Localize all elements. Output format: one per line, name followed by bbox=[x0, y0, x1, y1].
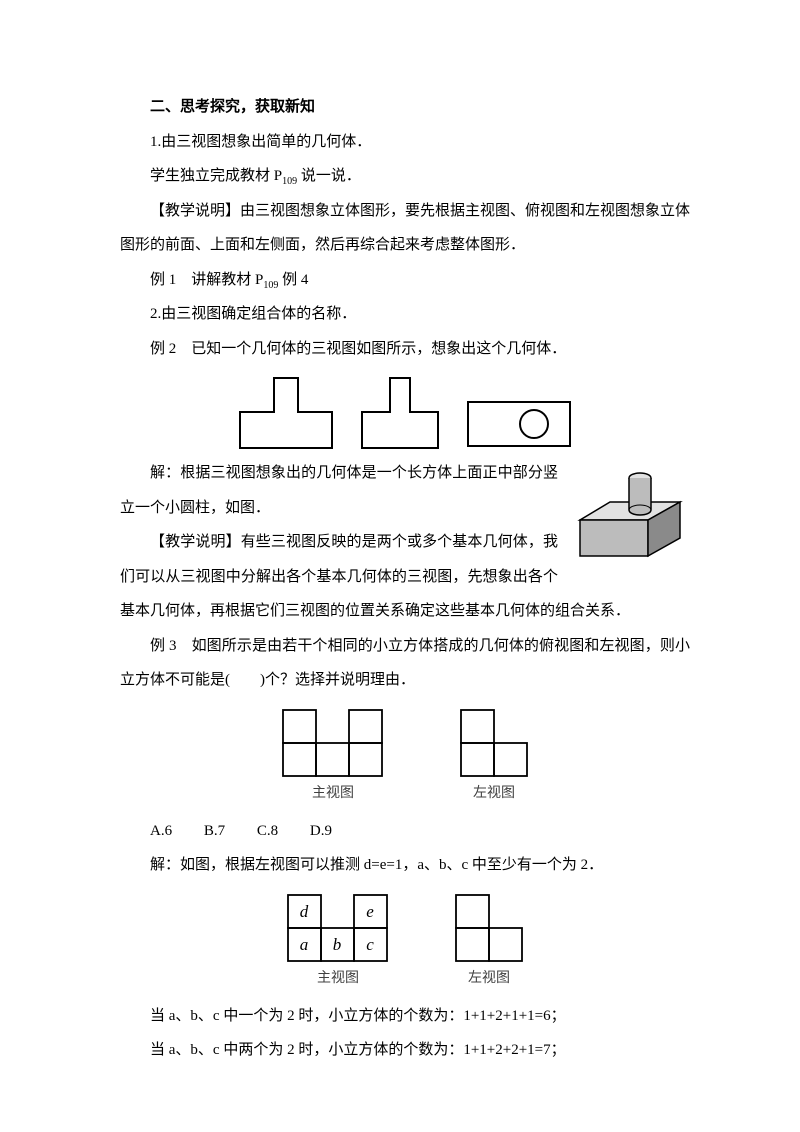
figure-ex3-views: 主视图 左视图 bbox=[120, 706, 690, 810]
text: 说一说． bbox=[297, 168, 361, 184]
main-view-letter-block: d e a b c 主视图 bbox=[284, 891, 392, 995]
section-heading: 二、思考探究，获取新知 bbox=[120, 90, 690, 125]
left-view-letter-block: 左视图 bbox=[452, 891, 526, 995]
subscript: 109 bbox=[282, 176, 297, 187]
paragraph: 例 1 讲解教材 P109 例 4 bbox=[120, 263, 690, 298]
paragraph: 2.由三视图确定组合体的名称． bbox=[120, 297, 690, 332]
option-a: A.6 bbox=[150, 823, 172, 839]
left-view-block: 左视图 bbox=[457, 706, 531, 810]
cell-c: c bbox=[366, 935, 374, 954]
paragraph: 当 a、b、c 中两个为 2 时，小立方体的个数为：1+1+2+2+1=7； bbox=[120, 1033, 690, 1068]
left-view-label: 左视图 bbox=[452, 963, 526, 995]
option-d: D.9 bbox=[310, 823, 332, 839]
figure-three-views bbox=[120, 374, 690, 452]
front-view-icon bbox=[236, 374, 336, 452]
main-view-block: 主视图 bbox=[279, 706, 387, 810]
main-view-letter-icon: d e a b c bbox=[284, 891, 392, 963]
text: 例 1 讲解教材 P bbox=[150, 272, 263, 288]
subscript: 109 bbox=[263, 280, 278, 291]
text: 例 4 bbox=[278, 272, 308, 288]
paragraph: 学生独立完成教材 P109 说一说． bbox=[120, 159, 690, 194]
main-view-label: 主视图 bbox=[279, 778, 387, 810]
paragraph: 例 2 已知一个几何体的三视图如图所示，想象出这个几何体． bbox=[120, 332, 690, 367]
text: 学生独立完成教材 P bbox=[150, 168, 282, 184]
solid-3d-icon bbox=[570, 460, 690, 570]
top-view-icon bbox=[464, 396, 574, 452]
cell-e: e bbox=[366, 902, 374, 921]
figure-solution-views: d e a b c 主视图 左视图 bbox=[120, 891, 690, 995]
option-c: C.8 bbox=[257, 823, 278, 839]
answer-options: A.6 B.7 C.8 D.9 bbox=[120, 814, 690, 849]
paragraph: 解：如图，根据左视图可以推测 d=e=1，a、b、c 中至少有一个为 2． bbox=[120, 848, 690, 883]
paragraph: 【教学说明】由三视图想象立体图形，要先根据主视图、俯视图和左视图想象立体图形的前… bbox=[120, 194, 690, 263]
cell-b: b bbox=[333, 935, 342, 954]
main-view-label: 主视图 bbox=[284, 963, 392, 995]
left-view-label: 左视图 bbox=[457, 778, 531, 810]
figure-3d-solid bbox=[570, 460, 690, 570]
paragraph: 当 a、b、c 中一个为 2 时，小立方体的个数为：1+1+2+1+1=6； bbox=[120, 999, 690, 1034]
paragraph: 例 3 如图所示是由若干个相同的小立方体搭成的几何体的俯视图和左视图，则小立方体… bbox=[120, 629, 690, 698]
left-view-letter-icon bbox=[452, 891, 526, 963]
document-page: 二、思考探究，获取新知 1.由三视图想象出简单的几何体． 学生独立完成教材 P1… bbox=[0, 0, 800, 1132]
side-view-icon bbox=[358, 374, 442, 452]
paragraph: 1.由三视图想象出简单的几何体． bbox=[120, 125, 690, 160]
cell-a: a bbox=[300, 935, 309, 954]
cell-d: d bbox=[300, 902, 309, 921]
left-view-icon bbox=[457, 706, 531, 778]
main-view-icon bbox=[279, 706, 387, 778]
option-b: B.7 bbox=[204, 823, 225, 839]
